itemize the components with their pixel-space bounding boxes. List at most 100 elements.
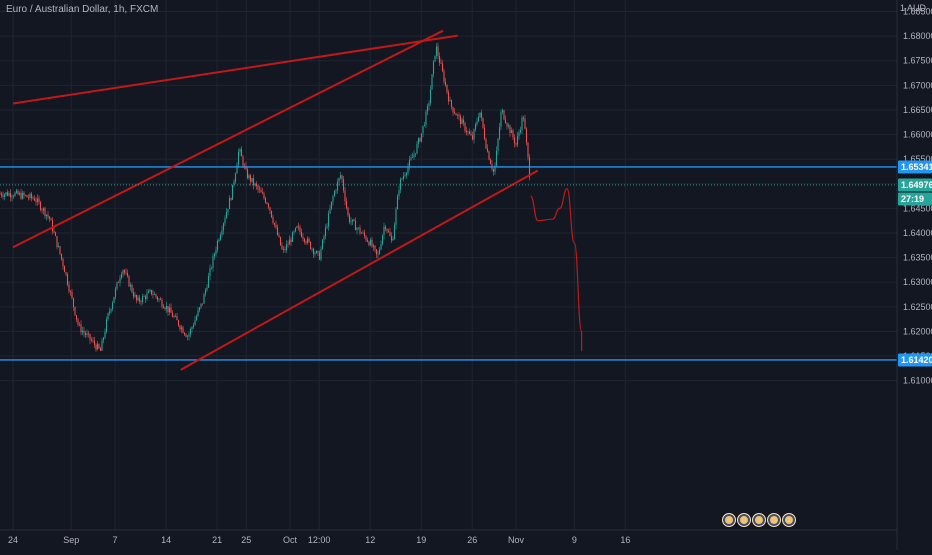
candle-up xyxy=(461,119,463,125)
candle-up xyxy=(86,333,88,335)
candle-down xyxy=(17,190,19,195)
candle-down xyxy=(458,114,460,117)
candle-up xyxy=(425,111,427,125)
candle-up xyxy=(381,235,384,245)
candle-down xyxy=(452,107,454,113)
candle-up xyxy=(320,248,322,260)
symbol-title[interactable]: Euro / Australian Dollar, 1h, FXCM xyxy=(6,4,159,15)
candle-up xyxy=(236,164,238,174)
x-tick-label: Oct xyxy=(283,535,298,545)
candle-down xyxy=(447,92,450,102)
x-tick-label: 26 xyxy=(467,535,477,545)
price-badge-bg xyxy=(898,192,932,206)
candle-down xyxy=(443,71,445,82)
candle-up xyxy=(422,125,424,134)
candle-up xyxy=(339,175,342,178)
candle-down xyxy=(53,231,55,233)
price-badge-label: 1.64976 xyxy=(901,180,932,190)
candle-up xyxy=(335,190,337,192)
event-icon[interactable] xyxy=(782,513,796,527)
x-tick-label: Sep xyxy=(63,535,79,545)
candle-up xyxy=(102,337,105,341)
candle-down xyxy=(366,240,369,242)
candle-down xyxy=(0,193,1,195)
candle-down xyxy=(419,138,421,142)
candle-up xyxy=(213,254,216,257)
candle-up xyxy=(495,150,498,166)
candles xyxy=(0,42,531,352)
candle-down xyxy=(483,127,486,140)
candle-up xyxy=(321,239,324,249)
candle-down xyxy=(455,113,457,116)
candle-down xyxy=(308,238,310,242)
candle-up xyxy=(416,143,418,154)
candle-down xyxy=(374,245,376,250)
candle-up xyxy=(401,178,403,180)
candle-up xyxy=(414,153,417,155)
candle-up xyxy=(296,226,298,228)
x-tick-label: 24 xyxy=(8,535,18,545)
candle-up xyxy=(206,287,208,290)
event-icon[interactable] xyxy=(752,513,766,527)
event-icon[interactable] xyxy=(767,513,781,527)
candle-up xyxy=(158,299,160,300)
candle-up xyxy=(198,307,201,311)
candle-down xyxy=(300,231,303,237)
upper-channel-line xyxy=(12,34,458,105)
candle-up xyxy=(114,288,117,297)
candle-up xyxy=(209,268,211,277)
candle-up xyxy=(410,157,412,160)
candle-up xyxy=(326,226,328,228)
candle-down xyxy=(144,296,147,299)
candle-up xyxy=(350,221,352,223)
candle-down xyxy=(305,241,307,243)
candle-up xyxy=(338,177,340,182)
candle-up xyxy=(234,173,237,182)
x-tick-label: 16 xyxy=(620,535,630,545)
candle-up xyxy=(210,267,213,269)
y-tick-label: 1.68500 xyxy=(903,7,932,17)
price-badge-label: 27:19 xyxy=(901,194,924,204)
candle-up xyxy=(192,325,195,328)
candle-down xyxy=(489,159,492,165)
candle-up xyxy=(203,294,205,304)
candle-down xyxy=(341,175,343,180)
candle-up xyxy=(15,190,18,193)
candle-up xyxy=(518,132,520,137)
events-icon-cluster[interactable] xyxy=(722,513,796,527)
candle-down xyxy=(59,246,61,254)
candle-up xyxy=(324,227,327,237)
candle-up xyxy=(200,303,202,308)
x-tick-label: 19 xyxy=(416,535,426,545)
event-icon[interactable] xyxy=(737,513,751,527)
candle-down xyxy=(63,266,66,273)
x-tick-label: 25 xyxy=(241,535,251,545)
candle-down xyxy=(84,332,87,335)
candle-up xyxy=(407,166,409,174)
currency-code: AUD xyxy=(906,3,926,13)
candle-down xyxy=(524,118,526,129)
candle-down xyxy=(167,306,169,313)
candle-up xyxy=(216,240,219,250)
candle-up xyxy=(429,89,432,104)
candle-down xyxy=(453,112,456,114)
candle-down xyxy=(342,179,345,191)
candle-up xyxy=(219,234,222,240)
candle-down xyxy=(183,332,186,335)
candle-up xyxy=(357,227,360,229)
candle-up xyxy=(188,334,190,337)
candle-up xyxy=(186,336,189,338)
candle-up xyxy=(116,282,118,289)
candle-up xyxy=(336,181,339,191)
candle-up xyxy=(372,245,375,247)
candle-up xyxy=(29,193,31,198)
candle-up xyxy=(222,223,225,231)
candle-down xyxy=(71,291,73,299)
x-tick-label: 14 xyxy=(161,535,171,545)
candle-down xyxy=(345,201,348,208)
candle-down xyxy=(303,238,306,242)
candle-up xyxy=(392,239,394,241)
event-icon[interactable] xyxy=(722,513,736,527)
